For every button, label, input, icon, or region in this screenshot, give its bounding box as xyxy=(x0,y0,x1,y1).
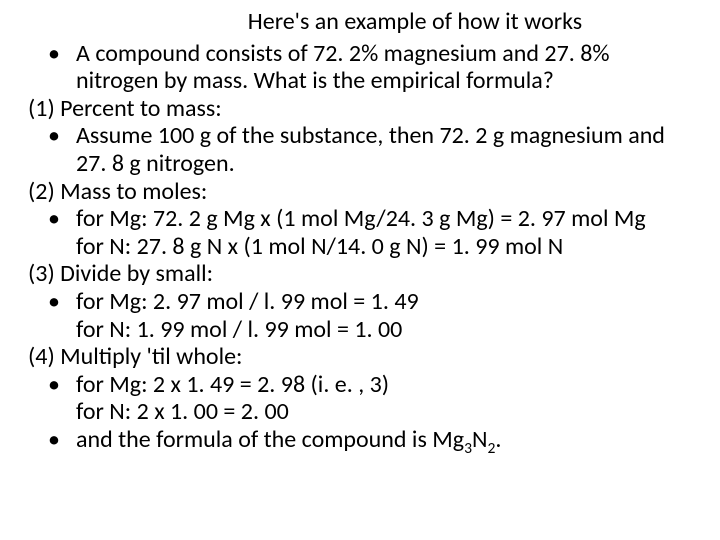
calc-line: for N: 27. 8 g N x (1 mol N/14. 0 g N) =… xyxy=(76,232,563,261)
formula-text: and the formula of the compound is Mg xyxy=(76,425,464,454)
bullet-marker: • xyxy=(48,371,76,399)
bullet-text: A compound consists of 72. 2% magnesium … xyxy=(76,40,692,95)
bullet-item: • and the formula of the compound is Mg3… xyxy=(28,426,692,454)
bullet-item: • A compound consists of 72. 2% magnesiu… xyxy=(28,40,692,95)
slide-content: Here's an example of how it works • A co… xyxy=(0,0,720,462)
bullet-item: • for Mg: 2. 97 mol / l. 99 mol = 1. 49 … xyxy=(28,288,692,343)
bullet-item: • Assume 100 g of the substance, then 72… xyxy=(28,122,692,177)
calc-line: for Mg: 2 x 1. 49 = 2. 98 (i. e. , 3) xyxy=(76,370,389,399)
calc-line: for Mg: 72. 2 g Mg x (1 mol Mg/24. 3 g M… xyxy=(76,204,646,233)
bullet-item: • for Mg: 72. 2 g Mg x (1 mol Mg/24. 3 g… xyxy=(28,205,692,260)
formula-result: and the formula of the compound is Mg3N2… xyxy=(76,426,692,454)
bullet-text: for Mg: 72. 2 g Mg x (1 mol Mg/24. 3 g M… xyxy=(76,205,692,260)
bullet-text: Assume 100 g of the substance, then 72. … xyxy=(76,122,692,177)
slide-title: Here's an example of how it works xyxy=(138,8,692,36)
step-label: (4) Multiply 'til whole: xyxy=(28,343,692,371)
calc-line: for Mg: 2. 97 mol / l. 99 mol = 1. 49 xyxy=(76,287,419,316)
step-label: (1) Percent to mass: xyxy=(28,95,692,123)
formula-text: . xyxy=(495,425,501,454)
calc-line: for N: 2 x 1. 00 = 2. 00 xyxy=(76,397,289,426)
bullet-text: for Mg: 2 x 1. 49 = 2. 98 (i. e. , 3) fo… xyxy=(76,371,692,426)
step-label: (3) Divide by small: xyxy=(28,260,692,288)
bullet-item: • for Mg: 2 x 1. 49 = 2. 98 (i. e. , 3) … xyxy=(28,371,692,426)
bullet-marker: • xyxy=(48,205,76,233)
bullet-text: for Mg: 2. 97 mol / l. 99 mol = 1. 49 fo… xyxy=(76,288,692,343)
subscript: 3 xyxy=(464,439,472,458)
formula-text: N xyxy=(472,425,488,454)
bullet-marker: • xyxy=(48,426,76,454)
calc-line: for N: 1. 99 mol / l. 99 mol = 1. 00 xyxy=(76,315,402,344)
step-label: (2) Mass to moles: xyxy=(28,178,692,206)
bullet-marker: • xyxy=(48,122,76,150)
bullet-marker: • xyxy=(48,40,76,68)
bullet-marker: • xyxy=(48,288,76,316)
